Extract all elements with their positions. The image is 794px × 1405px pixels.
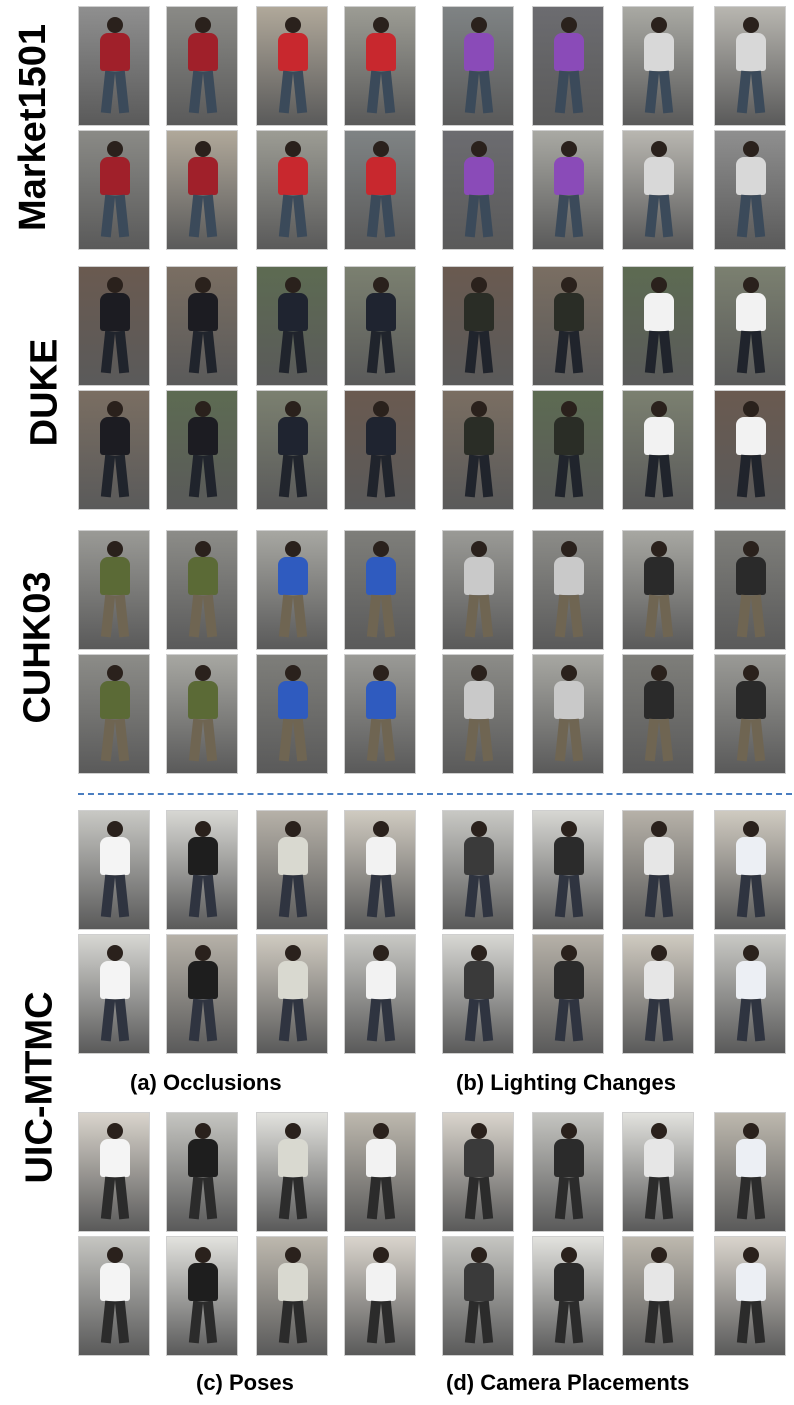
person-photo bbox=[532, 810, 604, 930]
person-photo bbox=[714, 530, 786, 650]
person-photo bbox=[714, 266, 786, 386]
person-photo bbox=[532, 390, 604, 510]
person-photo bbox=[714, 810, 786, 930]
person-photo bbox=[442, 810, 514, 930]
person-photo bbox=[344, 130, 416, 250]
person-photo bbox=[344, 654, 416, 774]
person-photo bbox=[714, 1236, 786, 1356]
person-photo bbox=[78, 130, 150, 250]
person-photo bbox=[532, 130, 604, 250]
person-photo bbox=[256, 6, 328, 126]
person-photo bbox=[622, 6, 694, 126]
person-photo bbox=[166, 810, 238, 930]
person-photo bbox=[344, 1236, 416, 1356]
person-photo bbox=[442, 130, 514, 250]
person-photo bbox=[442, 934, 514, 1054]
person-photo bbox=[78, 390, 150, 510]
caption-poses: (c) Poses bbox=[196, 1370, 294, 1395]
person-photo bbox=[442, 390, 514, 510]
person-photo bbox=[532, 654, 604, 774]
person-photo bbox=[166, 6, 238, 126]
person-photo bbox=[714, 390, 786, 510]
person-photo bbox=[166, 1236, 238, 1356]
uic-mtmc-image-grid-top bbox=[78, 810, 790, 1058]
person-photo bbox=[622, 390, 694, 510]
person-photo bbox=[256, 266, 328, 386]
person-photo bbox=[78, 934, 150, 1054]
person-photo bbox=[532, 1236, 604, 1356]
person-photo bbox=[714, 130, 786, 250]
person-photo bbox=[256, 1112, 328, 1232]
person-photo bbox=[344, 390, 416, 510]
person-photo bbox=[166, 1112, 238, 1232]
caption-occlusions: (a) Occlusions bbox=[130, 1070, 282, 1095]
person-photo bbox=[344, 266, 416, 386]
person-photo bbox=[442, 1236, 514, 1356]
person-photo bbox=[622, 530, 694, 650]
row-label-duke: DUKE bbox=[23, 338, 66, 447]
person-photo bbox=[714, 6, 786, 126]
person-photo bbox=[344, 6, 416, 126]
person-photo bbox=[344, 934, 416, 1054]
row-label-market1501: Market1501 bbox=[12, 23, 55, 232]
person-photo bbox=[714, 654, 786, 774]
person-photo bbox=[622, 654, 694, 774]
row-label-cuhk03: CUHK03 bbox=[16, 571, 59, 724]
person-photo bbox=[166, 130, 238, 250]
person-photo bbox=[256, 934, 328, 1054]
uic-mtmc-image-grid-bottom bbox=[78, 1112, 790, 1360]
person-photo bbox=[532, 1112, 604, 1232]
person-photo bbox=[344, 810, 416, 930]
person-photo bbox=[256, 390, 328, 510]
person-photo bbox=[256, 654, 328, 774]
person-photo bbox=[344, 1112, 416, 1232]
person-photo bbox=[344, 530, 416, 650]
caption-camera-placements: (d) Camera Placements bbox=[446, 1370, 690, 1395]
person-photo bbox=[622, 1236, 694, 1356]
person-photo bbox=[532, 530, 604, 650]
person-photo bbox=[166, 530, 238, 650]
person-photo bbox=[442, 266, 514, 386]
person-photo bbox=[256, 810, 328, 930]
person-photo bbox=[78, 1236, 150, 1356]
caption-lighting-changes: (b) Lighting Changes bbox=[456, 1070, 676, 1095]
person-photo bbox=[166, 934, 238, 1054]
person-photo bbox=[622, 934, 694, 1054]
person-photo bbox=[622, 266, 694, 386]
person-photo bbox=[532, 266, 604, 386]
person-photo bbox=[442, 1112, 514, 1232]
person-photo bbox=[622, 810, 694, 930]
person-photo bbox=[442, 530, 514, 650]
person-photo bbox=[78, 810, 150, 930]
cuhk03-image-grid bbox=[78, 530, 790, 778]
market1501-image-grid bbox=[78, 6, 790, 250]
person-photo bbox=[256, 530, 328, 650]
person-photo bbox=[256, 130, 328, 250]
person-photo bbox=[256, 1236, 328, 1356]
person-photo bbox=[166, 654, 238, 774]
person-photo bbox=[78, 6, 150, 126]
duke-image-grid bbox=[78, 266, 790, 516]
person-photo bbox=[166, 266, 238, 386]
row-label-uic-mtmc: UIC-MTMC bbox=[18, 991, 61, 1184]
person-photo bbox=[78, 1112, 150, 1232]
person-photo bbox=[442, 6, 514, 126]
person-photo bbox=[622, 130, 694, 250]
person-photo bbox=[442, 654, 514, 774]
person-photo bbox=[532, 6, 604, 126]
person-photo bbox=[78, 266, 150, 386]
dataset-divider bbox=[78, 793, 792, 795]
person-photo bbox=[78, 654, 150, 774]
person-photo bbox=[532, 934, 604, 1054]
person-photo bbox=[166, 390, 238, 510]
person-photo bbox=[78, 530, 150, 650]
person-photo bbox=[714, 934, 786, 1054]
person-photo bbox=[714, 1112, 786, 1232]
person-photo bbox=[622, 1112, 694, 1232]
